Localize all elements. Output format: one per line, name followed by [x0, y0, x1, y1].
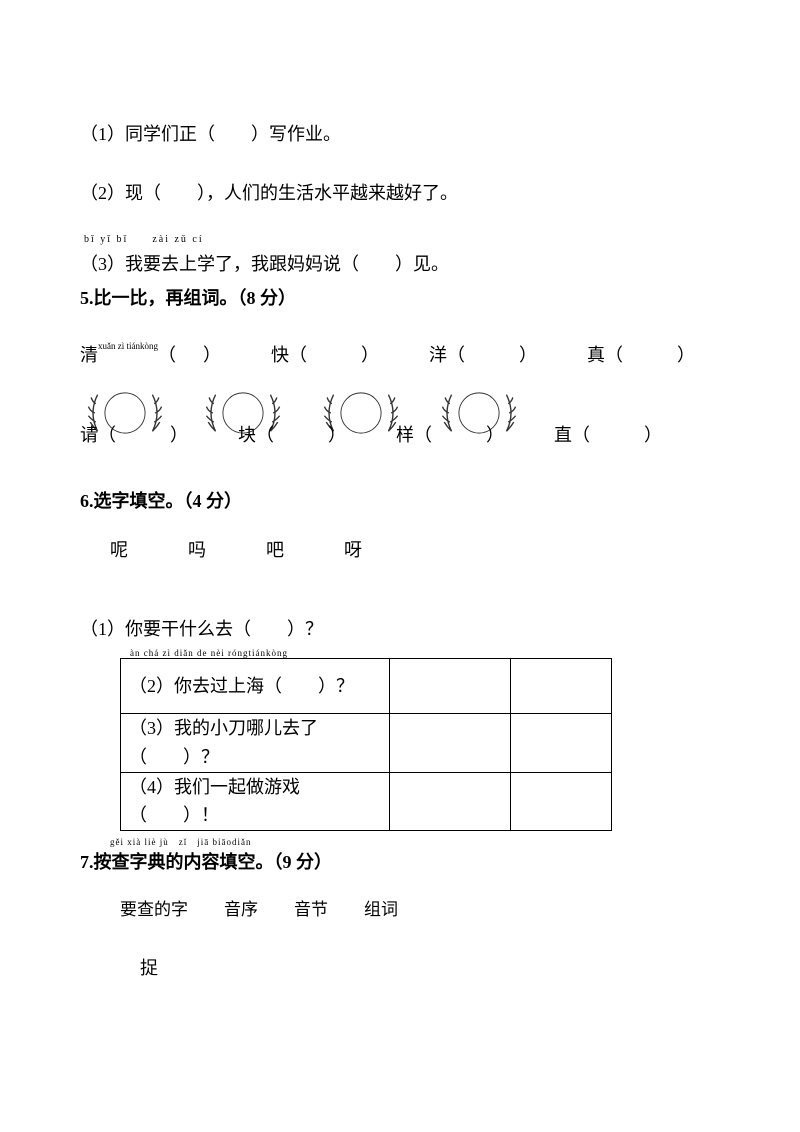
sec5-r2-a: 请（ ） [80, 421, 188, 450]
blank-cell [390, 658, 511, 713]
table-row: （2）你去过上海（ ）？ [121, 658, 612, 713]
sec6-fill: （1）你要干什么去（ ）？ àn chá zì diǎn de nèi róng… [80, 615, 720, 831]
sec5-r2-d: 直（ ） [554, 421, 662, 450]
blank-cell [390, 772, 511, 831]
sec6-options: 呢 吗 吧 呀 [110, 536, 720, 565]
sec7-headers: 要查的字 音序 音节 组词 [120, 896, 720, 923]
sec5-r1-d: 真（ ） [587, 341, 695, 370]
blank-cell [390, 713, 511, 772]
sec5-r1-a: 清xuǎn zì tiánkòng（ ） [80, 341, 221, 370]
opt-ba: 吧 [266, 536, 284, 565]
table-row: （4）我们一起做游戏（ ）！ [121, 772, 612, 831]
opt-ma: 吗 [188, 536, 206, 565]
blank-cell [511, 713, 612, 772]
opt-ne: 呢 [110, 536, 128, 565]
hdr-yinjie: 音节 [294, 896, 328, 923]
sec5-row1: 清xuǎn zì tiánkòng（ ） 快（ ） 洋（ ） 真（ ） [80, 333, 720, 377]
table-row: （3）我的小刀哪儿去了（ ）？ [121, 713, 612, 772]
hdr-char: 要查的字 [120, 896, 188, 923]
sec5-r1-b: 快（ ） [271, 341, 379, 370]
q4-item1: （1）同学们正（ ）写作业。 [80, 120, 720, 149]
sec6-r3: （4）我们一起做游戏（ ）！ [121, 772, 390, 831]
hdr-yinxu: 音序 [224, 896, 258, 923]
blank-cell [511, 772, 612, 831]
q4-item3: （3）我要去上学了，我跟妈妈说（ ）见。 [80, 250, 720, 279]
sec5-title: 5.比一比，再组词。（8 分） [80, 284, 720, 313]
sec5-r1-c: 洋（ ） [429, 341, 537, 370]
sec6-r1: （2）你去过上海（ ）？ [121, 658, 390, 713]
opt-ya: 呀 [344, 536, 362, 565]
sec6-title: 6.选字填空。（4 分） [80, 487, 720, 516]
hdr-zuci: 组词 [364, 896, 398, 923]
sec5-r2-b: 块（ ） [238, 421, 346, 450]
sec6-r2: （3）我的小刀哪儿去了（ ）？ [121, 713, 390, 772]
sec7-title: 7.按查字典的内容填空。（9 分） [80, 848, 720, 877]
worksheet-page: （1）同学们正（ ）写作业。 （2）现（ ），人们的生活水平越来越好了。 bǐ … [0, 0, 800, 1022]
sec5-r2-c: 样（ ） [396, 421, 504, 450]
sec5-pinyin-top: bǐ yī bǐ zài zǔ cí [84, 232, 720, 248]
q4-item2: （2）现（ ），人们的生活水平越来越好了。 [80, 179, 720, 208]
sec5-row2: 请（ ） 块（ ） 样（ ） 直（ ） [80, 413, 720, 457]
sec6-table: （2）你去过上海（ ）？ （3）我的小刀哪儿去了（ ）？ （4）我们一起做游戏（… [120, 658, 612, 831]
sec7-entry: 捉 [140, 954, 720, 983]
blank-cell [511, 658, 612, 713]
sec6-item1: （1）你要干什么去（ ）？ [80, 615, 720, 644]
